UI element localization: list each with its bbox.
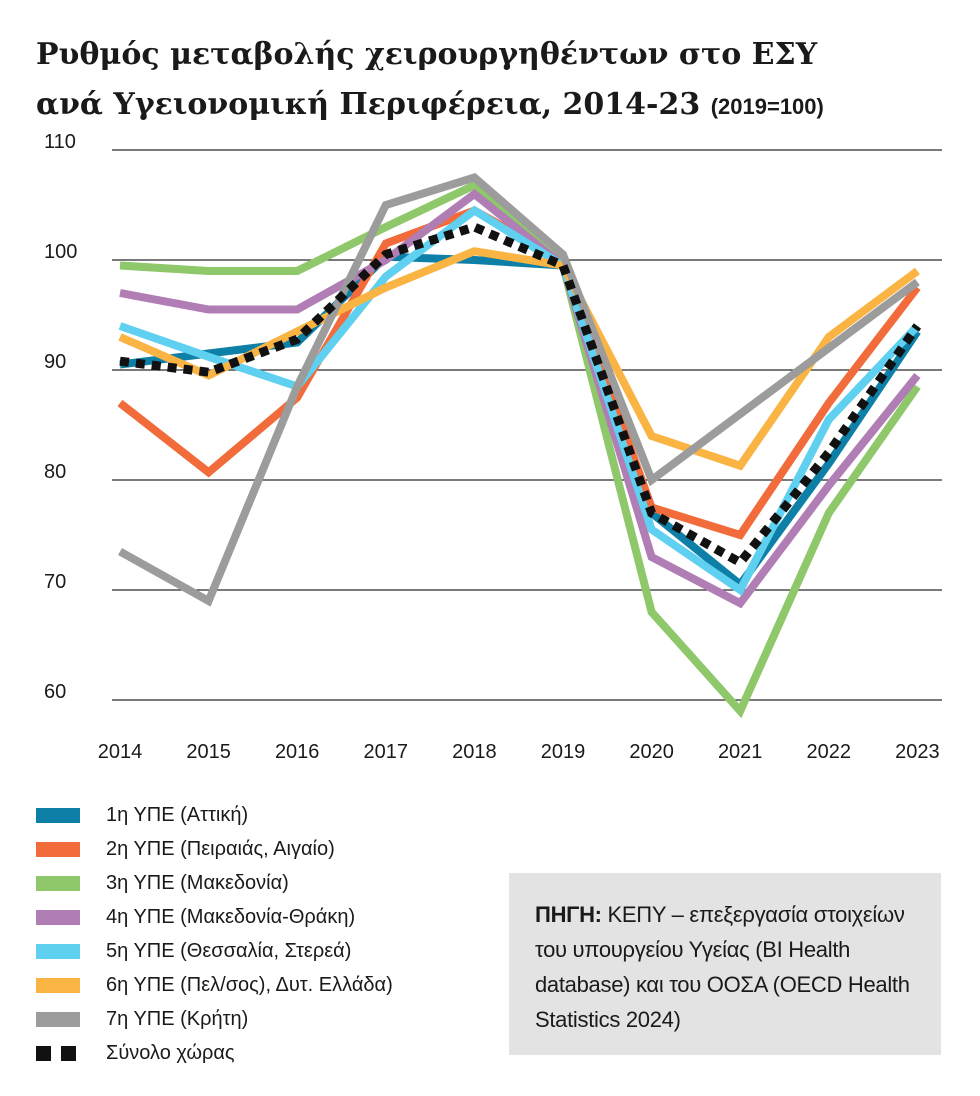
series-line-7 [118,173,920,607]
series-lines [117,173,922,719]
legend-item-8: Σύνολο χώρας [36,1036,393,1070]
y-tick-label-110: 110 [44,131,76,153]
chart-title: Ρυθμός μεταβολής χειρουργηθέντων στο ΕΣΥ… [36,30,956,132]
source-box: ΠΗΓΗ: ΚΕΠΥ – επεξεργασία στοιχείων του υ… [509,873,941,1055]
source-label: ΠΗΓΗ: [535,902,602,927]
x-tick-label-2016: 2016 [275,741,320,763]
series-line-1 [119,252,921,591]
legend-label-3: 3η ΥΠΕ (Μακεδονία) [106,871,289,894]
legend-label-6: 6η ΥΠΕ (Πελ/σος), Δυτ. Ελλάδα) [106,973,393,996]
legend-item-4: 4η ΥΠΕ (Μακεδονία-Θράκη) [36,900,393,934]
legend-item-5: 5η ΥΠΕ (Θεσσαλία, Στερεά) [36,934,393,968]
series-line-8 [119,222,922,569]
legend: 1η ΥΠΕ (Αττική) 2η ΥΠΕ (Πειραιάς, Αιγαίο)… [36,798,393,1070]
legend-label-1: 1η ΥΠΕ (Αττική) [106,803,249,826]
y-tick-label-90: 90 [44,351,66,373]
x-axis-tick-labels: 2014 2015 2016 2017 2018 2019 2020 2021 2022 2023 [98,741,940,763]
legend-item-2: 2η ΥΠΕ (Πειραιάς, Αιγαίο) [36,832,393,866]
y-tick-label-80: 80 [44,461,66,483]
legend-swatch-1 [36,807,80,823]
series-line-4 [119,188,921,609]
title-line2: ανά Υγειονομική Περιφέρεια, 2014-23 [36,87,701,122]
legend-label-4: 4η ΥΠΕ (Μακεδονία-Θράκη) [106,905,356,928]
legend-swatch-4 [36,909,80,925]
legend-label-7: 7η ΥΠΕ (Κρήτη) [106,1007,249,1030]
legend-swatch-7 [36,1011,80,1027]
source-text: ΚΕΠΥ – επεξεργασία στοιχείων του υπουργε… [535,902,910,1032]
y-tick-label-60: 60 [44,681,66,703]
legend-swatch-5 [36,943,80,959]
legend-label-5: 5η ΥΠΕ (Θεσσαλία, Στερεά) [106,939,352,962]
y-tick-label-70: 70 [44,571,66,593]
x-tick-label-2019: 2019 [541,741,586,763]
series-line-6 [118,247,920,471]
x-tick-label-2020: 2020 [629,741,674,763]
x-tick-label-2015: 2015 [186,741,231,763]
legend-item-1: 1η ΥΠΕ (Αττική) [36,798,393,832]
y-axis-tick-labels: 60 70 80 90 100 110 [44,131,77,703]
x-tick-label-2017: 2017 [364,741,409,763]
x-tick-label-2021: 2021 [718,741,763,763]
legend-label-2: 2η ΥΠΕ (Πειραιάς, Αιγαίο) [106,837,335,860]
legend-item-3: 3η ΥΠΕ (Μακεδονία) [36,866,393,900]
legend-swatch-3 [36,875,80,891]
x-tick-label-2023: 2023 [895,741,940,763]
x-tick-label-2014: 2014 [98,741,143,763]
title-line1: Ρυθμός μεταβολής χειρουργηθέντων στο ΕΣΥ [36,37,818,72]
legend-label-8: Σύνολο χώρας [106,1041,235,1064]
x-tick-label-2018: 2018 [452,741,497,763]
title-note: (2019=100) [710,94,824,119]
legend-swatch-6 [36,977,80,993]
legend-swatch-2 [36,841,80,857]
y-tick-label-100: 100 [44,241,77,263]
legend-item-6: 6η ΥΠΕ (Πελ/σος), Δυτ. Ελλάδα) [36,968,393,1002]
legend-item-7: 7η ΥΠΕ (Κρήτη) [36,1002,393,1036]
x-tick-label-2022: 2022 [807,741,852,763]
legend-swatch-8 [36,1045,80,1061]
